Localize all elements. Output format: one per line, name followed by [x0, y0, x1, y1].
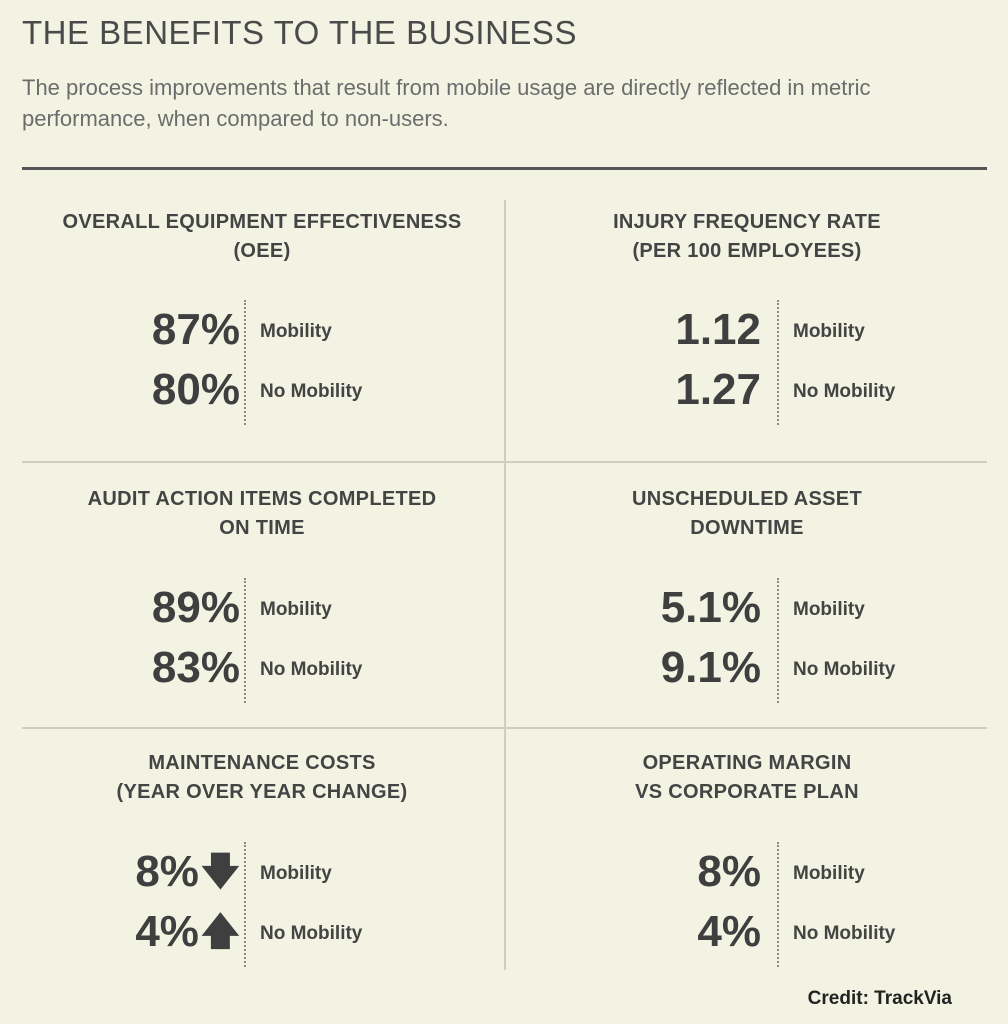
mobility-value: 89%: [151, 583, 240, 632]
stat-row-mobility: 87% Mobility: [22, 300, 502, 360]
stat-row-no-mobility: 4% No Mobility: [507, 902, 987, 962]
metric-panel-audit-action-items: AUDIT ACTION ITEMS COMPLETED ON TIME 89%…: [22, 463, 502, 728]
dotted-separator: [244, 300, 246, 425]
no-mobility-label: No Mobility: [260, 381, 363, 402]
mobility-value: 8%🡇: [135, 842, 240, 902]
stat-row-no-mobility: 83% No Mobility: [22, 638, 502, 698]
stat-row-no-mobility: 1.27 No Mobility: [507, 360, 987, 420]
stat-row-mobility: 8%🡇 Mobility: [22, 842, 502, 902]
no-mobility-value: 1.27: [675, 365, 761, 414]
mobility-value: 87%: [151, 305, 240, 354]
metric-title-line2: VS CORPORATE PLAN: [635, 781, 859, 803]
mobility-label: Mobility: [260, 599, 332, 620]
mobility-value: 5.1%: [660, 583, 761, 632]
metric-title-line2: (PER 100 EMPLOYEES): [632, 240, 862, 262]
metric-title: MAINTENANCE COSTS (YEAR OVER YEAR CHANGE…: [22, 749, 502, 807]
metric-panel-oee: OVERALL EQUIPMENT EFFECTIVENESS (OEE) 87…: [22, 170, 502, 435]
metric-title-line1: OVERALL EQUIPMENT EFFECTIVENESS: [62, 211, 462, 233]
no-mobility-value: 4%: [697, 907, 761, 956]
stat-row-mobility: 1.12 Mobility: [507, 300, 987, 360]
mobility-label: Mobility: [260, 863, 332, 884]
mobility-label: Mobility: [260, 321, 332, 342]
metric-title-line2: (YEAR OVER YEAR CHANGE): [116, 781, 408, 803]
metric-title-line1: AUDIT ACTION ITEMS COMPLETED: [87, 488, 437, 510]
no-mobility-label: No Mobility: [793, 923, 896, 944]
metric-title: UNSCHEDULED ASSET DOWNTIME: [507, 485, 987, 543]
no-mobility-value: 83%: [151, 643, 240, 692]
dotted-separator: [777, 842, 779, 967]
mobility-label: Mobility: [793, 321, 865, 342]
mobility-label: Mobility: [793, 599, 865, 620]
page-title: THE BENEFITS TO THE BUSINESS: [22, 14, 577, 51]
no-mobility-label: No Mobility: [260, 923, 363, 944]
down-arrow-icon: 🡇: [200, 851, 240, 893]
mobility-value: 1.12: [675, 305, 761, 354]
metric-title: AUDIT ACTION ITEMS COMPLETED ON TIME: [22, 485, 502, 543]
metric-title-line1: UNSCHEDULED ASSET: [632, 488, 862, 510]
stat-row-mobility: 5.1% Mobility: [507, 578, 987, 638]
metric-title-line1: MAINTENANCE COSTS: [148, 752, 376, 774]
dotted-separator: [777, 578, 779, 703]
no-mobility-value: 4%🡅: [135, 902, 240, 962]
row-divider: [22, 727, 987, 729]
mobility-value-text: 8%: [135, 847, 199, 896]
metric-title-line2: ON TIME: [219, 517, 305, 539]
dotted-separator: [244, 578, 246, 703]
metric-stats: 8%🡇 Mobility 4%🡅 No Mobility: [22, 842, 502, 967]
metric-stats: 8% Mobility 4% No Mobility: [507, 842, 987, 967]
metric-panel-injury-frequency: INJURY FREQUENCY RATE (PER 100 EMPLOYEES…: [507, 170, 987, 435]
metric-title: INJURY FREQUENCY RATE (PER 100 EMPLOYEES…: [507, 208, 987, 266]
no-mobility-label: No Mobility: [793, 659, 896, 680]
stat-row-no-mobility: 9.1% No Mobility: [507, 638, 987, 698]
metrics-grid: OVERALL EQUIPMENT EFFECTIVENESS (OEE) 87…: [22, 170, 987, 970]
metric-title-line1: INJURY FREQUENCY RATE: [613, 211, 881, 233]
metric-title-line1: OPERATING MARGIN: [642, 752, 852, 774]
top-divider: [22, 167, 987, 170]
mobility-value: 8%: [697, 847, 761, 896]
metric-title-line2: DOWNTIME: [690, 517, 804, 539]
row-divider: [22, 461, 987, 463]
column-divider: [504, 200, 506, 970]
metric-panel-operating-margin: OPERATING MARGIN VS CORPORATE PLAN 8% Mo…: [507, 729, 987, 994]
dotted-separator: [244, 842, 246, 967]
metric-stats: 1.12 Mobility 1.27 No Mobility: [507, 300, 987, 425]
metric-panel-unscheduled-downtime: UNSCHEDULED ASSET DOWNTIME 5.1% Mobility…: [507, 463, 987, 728]
metric-stats: 5.1% Mobility 9.1% No Mobility: [507, 578, 987, 703]
no-mobility-value: 9.1%: [660, 643, 761, 692]
metric-title-line2: (OEE): [233, 240, 291, 262]
stat-row-mobility: 8% Mobility: [507, 842, 987, 902]
metric-title: OPERATING MARGIN VS CORPORATE PLAN: [507, 749, 987, 807]
metric-title: OVERALL EQUIPMENT EFFECTIVENESS (OEE): [22, 208, 502, 266]
credit-text: Credit: TrackVia: [807, 988, 952, 1009]
metric-stats: 89% Mobility 83% No Mobility: [22, 578, 502, 703]
mobility-label: Mobility: [793, 863, 865, 884]
no-mobility-label: No Mobility: [260, 659, 363, 680]
metric-stats: 87% Mobility 80% No Mobility: [22, 300, 502, 425]
no-mobility-label: No Mobility: [793, 381, 896, 402]
metric-panel-maintenance-costs: MAINTENANCE COSTS (YEAR OVER YEAR CHANGE…: [22, 729, 502, 994]
stat-row-no-mobility: 80% No Mobility: [22, 360, 502, 420]
no-mobility-value-text: 4%: [135, 907, 199, 956]
page-subtitle: The process improvements that result fro…: [22, 75, 871, 131]
stat-row-mobility: 89% Mobility: [22, 578, 502, 638]
up-arrow-icon: 🡅: [200, 911, 240, 953]
no-mobility-value: 80%: [151, 365, 240, 414]
stat-row-no-mobility: 4%🡅 No Mobility: [22, 902, 502, 962]
dotted-separator: [777, 300, 779, 425]
